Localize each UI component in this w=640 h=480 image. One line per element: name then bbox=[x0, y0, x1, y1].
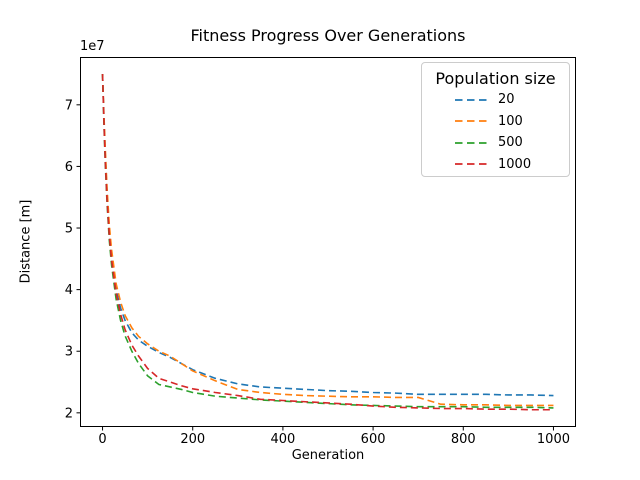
legend-item-label: 20 bbox=[498, 92, 515, 108]
axes-spines bbox=[80, 57, 576, 427]
y-axis-label: Distance [m] bbox=[18, 199, 34, 284]
series-line-1000 bbox=[101, 73, 554, 411]
y-tick-label: 6 bbox=[65, 160, 73, 175]
legend: Population size 20 100 500 1000 bbox=[421, 62, 570, 177]
x-axis-label: Generation bbox=[291, 448, 365, 463]
x-tick-label: 1000 bbox=[537, 432, 570, 447]
y-tick-label: 4 bbox=[65, 283, 73, 298]
x-tick-label: 600 bbox=[361, 432, 386, 447]
x-tick-label: 0 bbox=[98, 432, 106, 447]
dashed-line-swatch-icon bbox=[455, 120, 488, 123]
chart-title: Fitness Progress Over Generations bbox=[190, 26, 466, 45]
legend-item-pop-1000: 1000 bbox=[422, 154, 569, 176]
x-tick-label: 400 bbox=[270, 432, 295, 447]
dashed-line-swatch-icon bbox=[455, 98, 488, 101]
legend-item-label: 1000 bbox=[498, 156, 532, 172]
legend-item-label: 100 bbox=[498, 113, 523, 129]
y-tick-label: 7 bbox=[65, 98, 73, 113]
legend-title: Population size bbox=[435, 69, 556, 88]
legend-item-pop-100: 100 bbox=[422, 111, 569, 133]
y-axis-offset-label: 1e7 bbox=[80, 39, 105, 54]
y-tick-label: 3 bbox=[65, 345, 73, 360]
dashed-line-swatch-icon bbox=[455, 163, 488, 166]
legend-item-pop-500: 500 bbox=[422, 132, 569, 154]
y-tick-label: 2 bbox=[65, 406, 73, 421]
y-tick-label: 5 bbox=[65, 222, 73, 237]
legend-item-label: 500 bbox=[498, 135, 523, 151]
series-line-100 bbox=[101, 73, 554, 407]
series-line-500 bbox=[101, 73, 554, 409]
dashed-line-swatch-icon bbox=[455, 141, 488, 144]
legend-item-pop-20: 20 bbox=[422, 89, 569, 111]
x-tick-label: 800 bbox=[451, 432, 476, 447]
x-tick-label: 200 bbox=[180, 432, 205, 447]
